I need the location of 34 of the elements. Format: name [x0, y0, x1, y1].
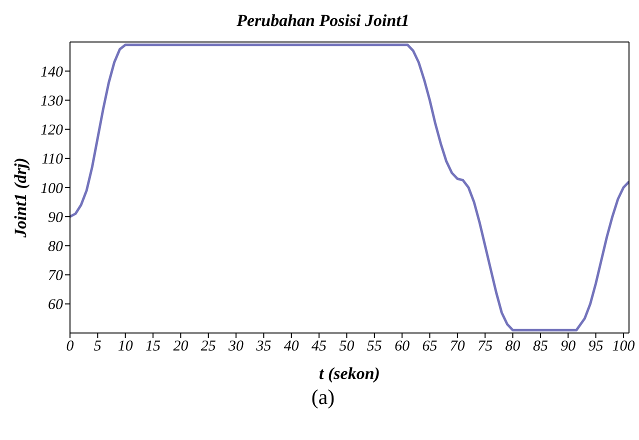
- x-tick-label: 65: [422, 338, 438, 355]
- x-tick-label: 95: [588, 338, 604, 355]
- chart-title: Perubahan Posisi Joint1: [236, 10, 410, 32]
- x-axis-title: t (sekon): [319, 364, 380, 383]
- x-tick-label: 60: [394, 338, 410, 355]
- x-tick-label: 10: [118, 338, 134, 355]
- x-tick-label: 5: [94, 338, 102, 355]
- x-tick-label: 75: [478, 338, 494, 355]
- x-tick-label: 35: [255, 338, 272, 355]
- x-tick-label: 80: [505, 338, 521, 355]
- x-tick-label: 45: [312, 338, 328, 355]
- x-tick-label: 90: [560, 338, 576, 355]
- y-tick-label: 130: [40, 94, 64, 110]
- y-tick-label: 120: [40, 122, 64, 139]
- y-tick-label: 60: [48, 297, 64, 314]
- y-tick-label: 90: [48, 210, 64, 226]
- x-tick-label: 100: [612, 338, 636, 355]
- x-tick-label: 55: [366, 338, 382, 355]
- x-tick-label: 30: [228, 338, 244, 355]
- y-tick-label: 100: [40, 180, 64, 197]
- x-tick-label: 85: [532, 338, 548, 355]
- y-axis-title: Joint1 (drj): [11, 158, 30, 238]
- y-tick-label: 140: [40, 64, 64, 80]
- x-tick-label: 15: [146, 338, 162, 355]
- text: (a): [310, 385, 336, 410]
- x-tick-label: 50: [339, 338, 355, 355]
- x-tick-label: 40: [284, 338, 300, 355]
- y-tick-label: 80: [48, 239, 64, 256]
- y-tick-label: 70: [48, 268, 64, 284]
- x-tick-label: 25: [200, 338, 216, 355]
- x-tick-label: 20: [173, 338, 189, 355]
- y-tick-label: 110: [42, 152, 64, 168]
- x-tick-label: 0: [66, 338, 74, 355]
- x-tick-label: 70: [450, 338, 466, 355]
